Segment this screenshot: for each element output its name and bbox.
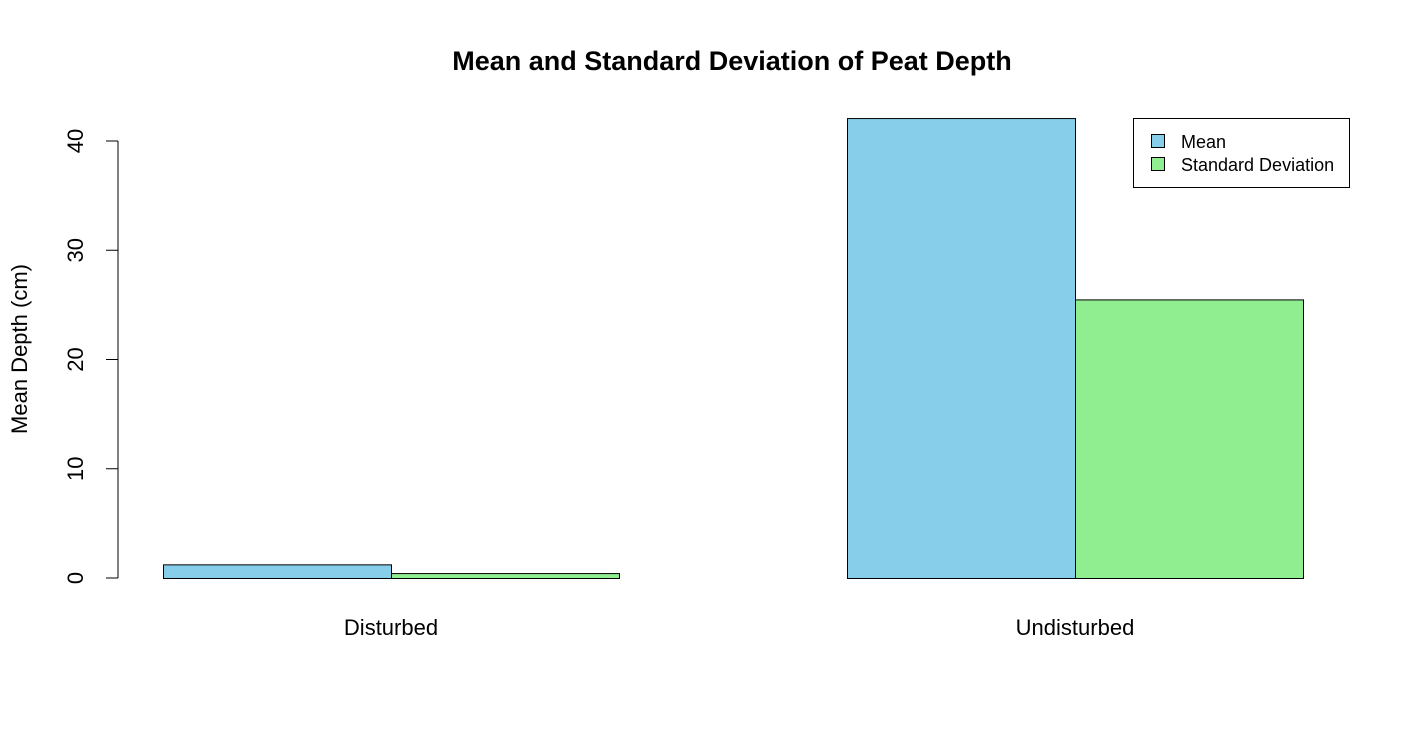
legend: Mean Standard Deviation [1133, 118, 1350, 188]
legend-label: Standard Deviation [1181, 155, 1334, 175]
bars-group [163, 118, 1304, 580]
chart-title: Mean and Standard Deviation of Peat Dept… [452, 46, 1012, 76]
y-axis: 0 10 20 30 40 [63, 129, 119, 584]
legend-box [1133, 118, 1350, 188]
bar-mean-undisturbed [847, 118, 1076, 580]
legend-label: Mean [1181, 132, 1226, 152]
bar-standard-deviation-disturbed [391, 573, 620, 579]
legend-swatch [1151, 134, 1165, 148]
y-tick-label: 10 [63, 457, 88, 481]
y-tick-label: 30 [63, 238, 88, 262]
y-tick-label: 40 [63, 129, 88, 153]
y-tick-label: 20 [63, 347, 88, 371]
y-axis-label: Mean Depth (cm) [7, 264, 32, 434]
y-tick-label: 0 [63, 572, 88, 584]
legend-swatch [1151, 157, 1165, 171]
bar-standard-deviation-undisturbed [1075, 299, 1304, 579]
category-labels: Disturbed Undisturbed [344, 615, 1134, 640]
x-category-label: Undisturbed [1016, 615, 1135, 640]
x-category-label: Disturbed [344, 615, 438, 640]
bar-mean-disturbed [163, 564, 392, 579]
